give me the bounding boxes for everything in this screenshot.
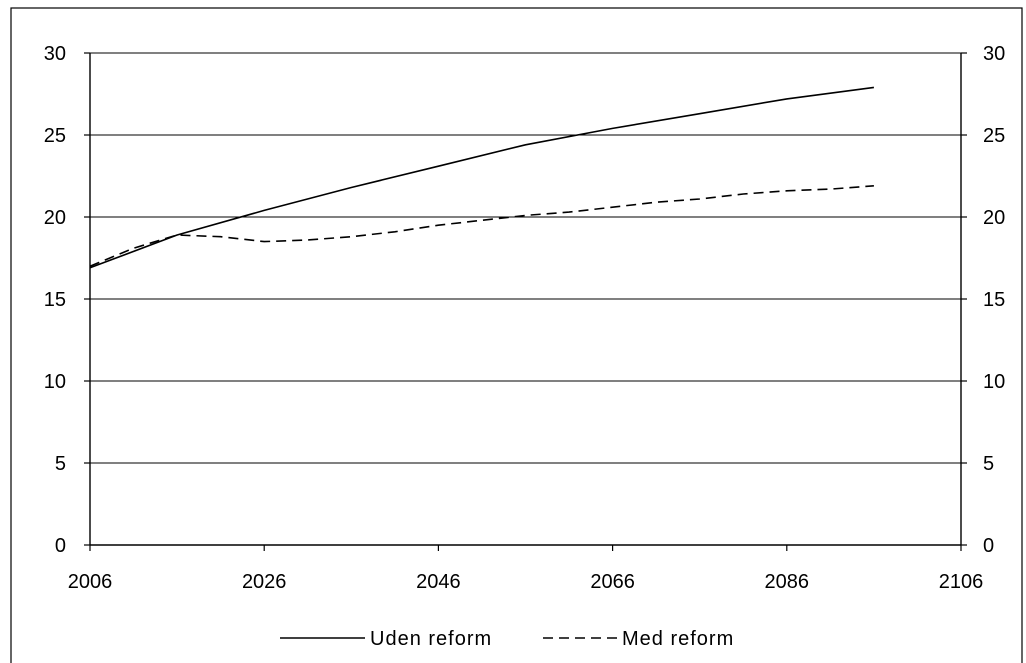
legend-label: Uden reform	[370, 628, 492, 650]
legend-label: Med reform	[622, 628, 734, 650]
secondary-y-tick-label: 15	[983, 289, 1005, 311]
x-tick-label: 2006	[68, 571, 113, 593]
x-tick-label: 2106	[939, 571, 984, 593]
y-tick-label: 30	[44, 43, 66, 65]
y-tick-label: 0	[55, 535, 66, 557]
y-tick-label: 15	[44, 289, 66, 311]
x-tick-label: 2026	[242, 571, 287, 593]
x-tick-label: 2046	[416, 571, 461, 593]
secondary-y-tick-label: 10	[983, 371, 1005, 393]
secondary-y-tick-label: 5	[983, 453, 994, 475]
axis-ticks: 0 5 10 15 20 25 30 0 5 10 15 20 25 30 2006 2026 2046 2066…	[44, 43, 1006, 593]
series-line-uden-reform	[89, 86, 875, 269]
secondary-y-tick-label: 20	[983, 207, 1005, 229]
y-tick-label: 5	[55, 453, 66, 475]
series-lines	[89, 86, 875, 269]
series-line-med-reform	[89, 185, 874, 267]
secondary-y-tick-label: 30	[983, 43, 1005, 65]
x-tick-label: 2066	[590, 571, 635, 593]
gridlines	[90, 52, 961, 464]
secondary-y-tick-label: 25	[983, 125, 1005, 147]
legend: Uden reform Med reform	[280, 628, 734, 650]
y-tick-label: 20	[44, 207, 66, 229]
secondary-y-tick-label: 0	[983, 535, 994, 557]
y-tick-label: 10	[44, 371, 66, 393]
y-tick-label: 25	[44, 125, 66, 147]
x-tick-label: 2086	[765, 571, 810, 593]
